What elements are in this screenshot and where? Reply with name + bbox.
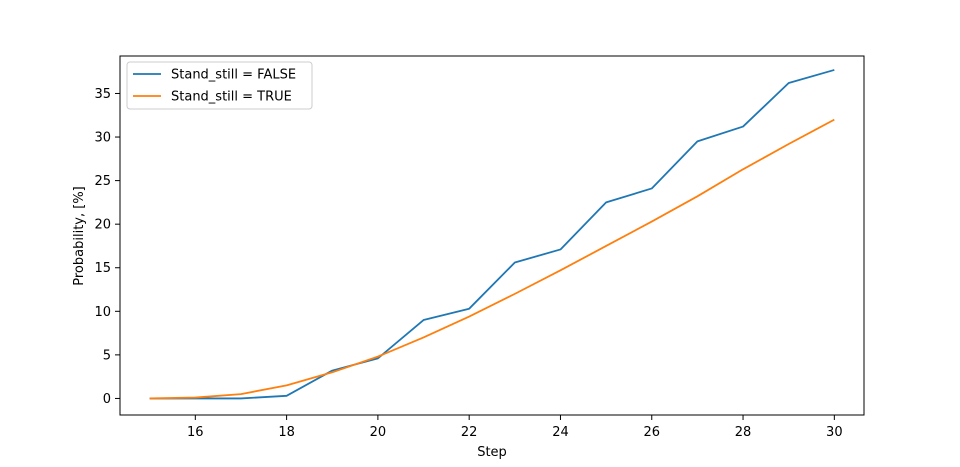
x-tick-label: 26	[643, 425, 660, 440]
plot-area	[149, 69, 835, 400]
x-tick-label: 20	[370, 425, 387, 440]
legend: Stand_still = FALSE Stand_still = TRUE	[126, 61, 313, 110]
x-tick-label: 18	[278, 425, 295, 440]
legend-label-2: Stand_still = TRUE	[171, 90, 292, 105]
x-tick-label: 28	[735, 425, 752, 440]
legend-box	[126, 61, 313, 110]
y-tick-label: 35	[94, 87, 111, 102]
y-tick-label: 15	[94, 261, 111, 276]
y-axis-label: Probability, [%]	[72, 186, 87, 285]
x-tick-label: 22	[461, 425, 478, 440]
plot-frame	[119, 55, 865, 416]
axis-ticks: 16 18 20 22 24 26 28 30 0 5 10 15 20 25 30 35	[94, 87, 842, 440]
series-line-2	[149, 118, 835, 400]
y-tick-label: 0	[103, 392, 111, 407]
y-tick-label: 5	[103, 348, 111, 363]
y-tick-label: 20	[94, 218, 111, 233]
series-line-1	[149, 69, 835, 400]
legend-label-1: Stand_still = FALSE	[171, 68, 296, 83]
x-tick-label: 30	[826, 425, 843, 440]
y-tick-label: 10	[94, 305, 111, 320]
y-tick-label: 25	[94, 174, 111, 189]
x-tick-label: 24	[552, 425, 569, 440]
y-tick-label: 30	[94, 131, 111, 146]
x-axis-label: Step	[477, 445, 507, 460]
x-tick-label: 16	[187, 425, 204, 440]
